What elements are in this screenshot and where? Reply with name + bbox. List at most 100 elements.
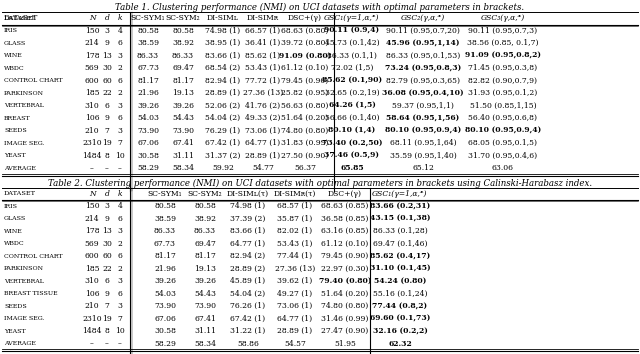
Text: 69.47: 69.47 bbox=[194, 240, 216, 248]
Text: 60: 60 bbox=[102, 252, 112, 260]
Text: –: – bbox=[118, 340, 122, 348]
Text: 210: 210 bbox=[84, 127, 99, 135]
Text: DI-SIMʟ(τ): DI-SIMʟ(τ) bbox=[227, 190, 269, 198]
Text: SEEDS: SEEDS bbox=[4, 128, 27, 133]
Text: 86.33 (0.95,0.1,53): 86.33 (0.95,0.1,53) bbox=[386, 52, 460, 60]
Text: 82.79 (0.95,0.3,65): 82.79 (0.95,0.3,65) bbox=[386, 77, 460, 85]
Text: 86.33: 86.33 bbox=[154, 227, 176, 235]
Text: 1484: 1484 bbox=[83, 152, 102, 160]
Text: 39.26: 39.26 bbox=[172, 102, 194, 110]
Text: YEAST: YEAST bbox=[4, 153, 26, 158]
Text: 1484: 1484 bbox=[83, 327, 102, 335]
Text: 77.44 (1): 77.44 (1) bbox=[277, 252, 312, 260]
Text: 82.02 (1): 82.02 (1) bbox=[277, 227, 312, 235]
Text: 90.11 (0.95,0.7,3): 90.11 (0.95,0.7,3) bbox=[468, 27, 538, 35]
Text: 7: 7 bbox=[118, 315, 122, 323]
Text: PARKINSON: PARKINSON bbox=[4, 266, 44, 271]
Text: 54.24 (0.80): 54.24 (0.80) bbox=[374, 277, 426, 285]
Text: 64.77 (1): 64.77 (1) bbox=[230, 240, 266, 248]
Text: 54.03: 54.03 bbox=[137, 114, 159, 122]
Text: VERTEBRAL: VERTEBRAL bbox=[4, 103, 44, 108]
Text: 2: 2 bbox=[118, 64, 122, 72]
Text: 38.59: 38.59 bbox=[154, 215, 176, 223]
Text: 67.41: 67.41 bbox=[194, 315, 216, 323]
Text: AVERAGE: AVERAGE bbox=[4, 341, 36, 346]
Text: GSC₁(γ=1,α,ᵜ): GSC₁(γ=1,α,ᵜ) bbox=[324, 14, 380, 22]
Text: 210: 210 bbox=[84, 302, 99, 310]
Text: DATASET: DATASET bbox=[4, 16, 36, 21]
Text: 7: 7 bbox=[104, 302, 109, 310]
Text: DSC+(γ): DSC+(γ) bbox=[288, 14, 322, 22]
Text: 86.33: 86.33 bbox=[137, 52, 159, 60]
Text: GLASS: GLASS bbox=[4, 41, 26, 46]
Text: 28.89 (1): 28.89 (1) bbox=[205, 89, 241, 97]
Text: VERTEBRAL: VERTEBRAL bbox=[4, 279, 44, 284]
Text: 22: 22 bbox=[102, 265, 112, 273]
Text: 68.11 (0.95,1,64): 68.11 (0.95,1,64) bbox=[390, 139, 456, 147]
Text: 31.83 (0.99): 31.83 (0.99) bbox=[281, 139, 329, 147]
Text: 35.87 (1): 35.87 (1) bbox=[277, 215, 312, 223]
Text: 39.26: 39.26 bbox=[154, 277, 176, 285]
Text: 90.11 (0.95,0.7,20): 90.11 (0.95,0.7,20) bbox=[386, 27, 460, 35]
Text: 4: 4 bbox=[118, 27, 122, 35]
Text: 30.58: 30.58 bbox=[154, 327, 176, 335]
Text: 56.66 (0.1,40): 56.66 (0.1,40) bbox=[324, 114, 380, 122]
Text: WINE: WINE bbox=[4, 53, 23, 58]
Text: 76.29 (1): 76.29 (1) bbox=[205, 127, 241, 135]
Text: 85.62 (0.4,17): 85.62 (0.4,17) bbox=[370, 252, 430, 260]
Text: 81.17: 81.17 bbox=[172, 77, 194, 85]
Text: –: – bbox=[105, 340, 109, 348]
Text: 59.92: 59.92 bbox=[212, 164, 234, 172]
Text: YEAST: YEAST bbox=[4, 329, 26, 334]
Text: 79.45 (0.90): 79.45 (0.90) bbox=[282, 77, 328, 85]
Text: 38.95 (1): 38.95 (1) bbox=[205, 39, 241, 47]
Text: CONTROL CHART: CONTROL CHART bbox=[4, 254, 63, 259]
Text: DATASET: DATASET bbox=[4, 191, 36, 196]
Text: 82.94 (1): 82.94 (1) bbox=[205, 77, 241, 85]
Text: 6: 6 bbox=[118, 290, 122, 298]
Text: 90.11 (0.9,4): 90.11 (0.9,4) bbox=[324, 27, 380, 35]
Text: 2310: 2310 bbox=[82, 315, 102, 323]
Text: 3: 3 bbox=[118, 102, 122, 110]
Text: 178: 178 bbox=[84, 52, 99, 60]
Text: 67.73: 67.73 bbox=[154, 240, 176, 248]
Text: 569: 569 bbox=[84, 240, 99, 248]
Text: DSC+(γ): DSC+(γ) bbox=[328, 190, 362, 198]
Text: 86.33 (0.1,28): 86.33 (0.1,28) bbox=[372, 227, 428, 235]
Text: IRIS: IRIS bbox=[4, 28, 18, 33]
Text: 68.63 (0.85): 68.63 (0.85) bbox=[321, 202, 369, 210]
Text: 310: 310 bbox=[84, 102, 99, 110]
Text: 66.57 (1): 66.57 (1) bbox=[245, 27, 280, 35]
Text: 53.43 (1): 53.43 (1) bbox=[277, 240, 313, 248]
Text: GSC₁(γ=1,α,ᵜ): GSC₁(γ=1,α,ᵜ) bbox=[372, 190, 428, 198]
Text: 8: 8 bbox=[104, 327, 109, 335]
Text: 68.05 (0.95,0.1,5): 68.05 (0.95,0.1,5) bbox=[468, 139, 538, 147]
Text: DI-SIMʀ(τ): DI-SIMʀ(τ) bbox=[274, 190, 316, 198]
Text: 3: 3 bbox=[118, 277, 122, 285]
Text: 54.77: 54.77 bbox=[252, 164, 274, 172]
Text: 72.02 (1,5): 72.02 (1,5) bbox=[331, 64, 373, 72]
Text: 58.29: 58.29 bbox=[154, 340, 176, 348]
Text: 69.47 (0.1,46): 69.47 (0.1,46) bbox=[372, 240, 428, 248]
Text: 3: 3 bbox=[118, 302, 122, 310]
Text: 63.06: 63.06 bbox=[492, 164, 514, 172]
Text: 64.26 (1,5): 64.26 (1,5) bbox=[328, 102, 376, 110]
Text: 83.66 (1): 83.66 (1) bbox=[230, 227, 266, 235]
Text: 106: 106 bbox=[84, 114, 99, 122]
Text: –: – bbox=[90, 340, 94, 348]
Text: 45.96 (0.95,1,14): 45.96 (0.95,1,14) bbox=[387, 39, 460, 47]
Text: 67.41: 67.41 bbox=[172, 139, 194, 147]
Text: WINE: WINE bbox=[4, 229, 23, 234]
Text: 69.47: 69.47 bbox=[172, 64, 194, 72]
Text: 185: 185 bbox=[84, 89, 99, 97]
Text: 79.40 (0.80): 79.40 (0.80) bbox=[319, 277, 371, 285]
Text: SC-SYM₁: SC-SYM₁ bbox=[131, 14, 165, 22]
Text: 9: 9 bbox=[104, 114, 109, 122]
Text: 74.98 (1): 74.98 (1) bbox=[230, 202, 266, 210]
Text: 71.45 (0.95,0.3,8): 71.45 (0.95,0.3,8) bbox=[468, 64, 538, 72]
Text: 21.96: 21.96 bbox=[137, 89, 159, 97]
Text: 3: 3 bbox=[118, 127, 122, 135]
Text: 31.93 (0.95,0.1,2): 31.93 (0.95,0.1,2) bbox=[468, 89, 538, 97]
Text: 62.32: 62.32 bbox=[388, 340, 412, 348]
Text: 35.59 (0.95,1,40): 35.59 (0.95,1,40) bbox=[390, 152, 456, 160]
